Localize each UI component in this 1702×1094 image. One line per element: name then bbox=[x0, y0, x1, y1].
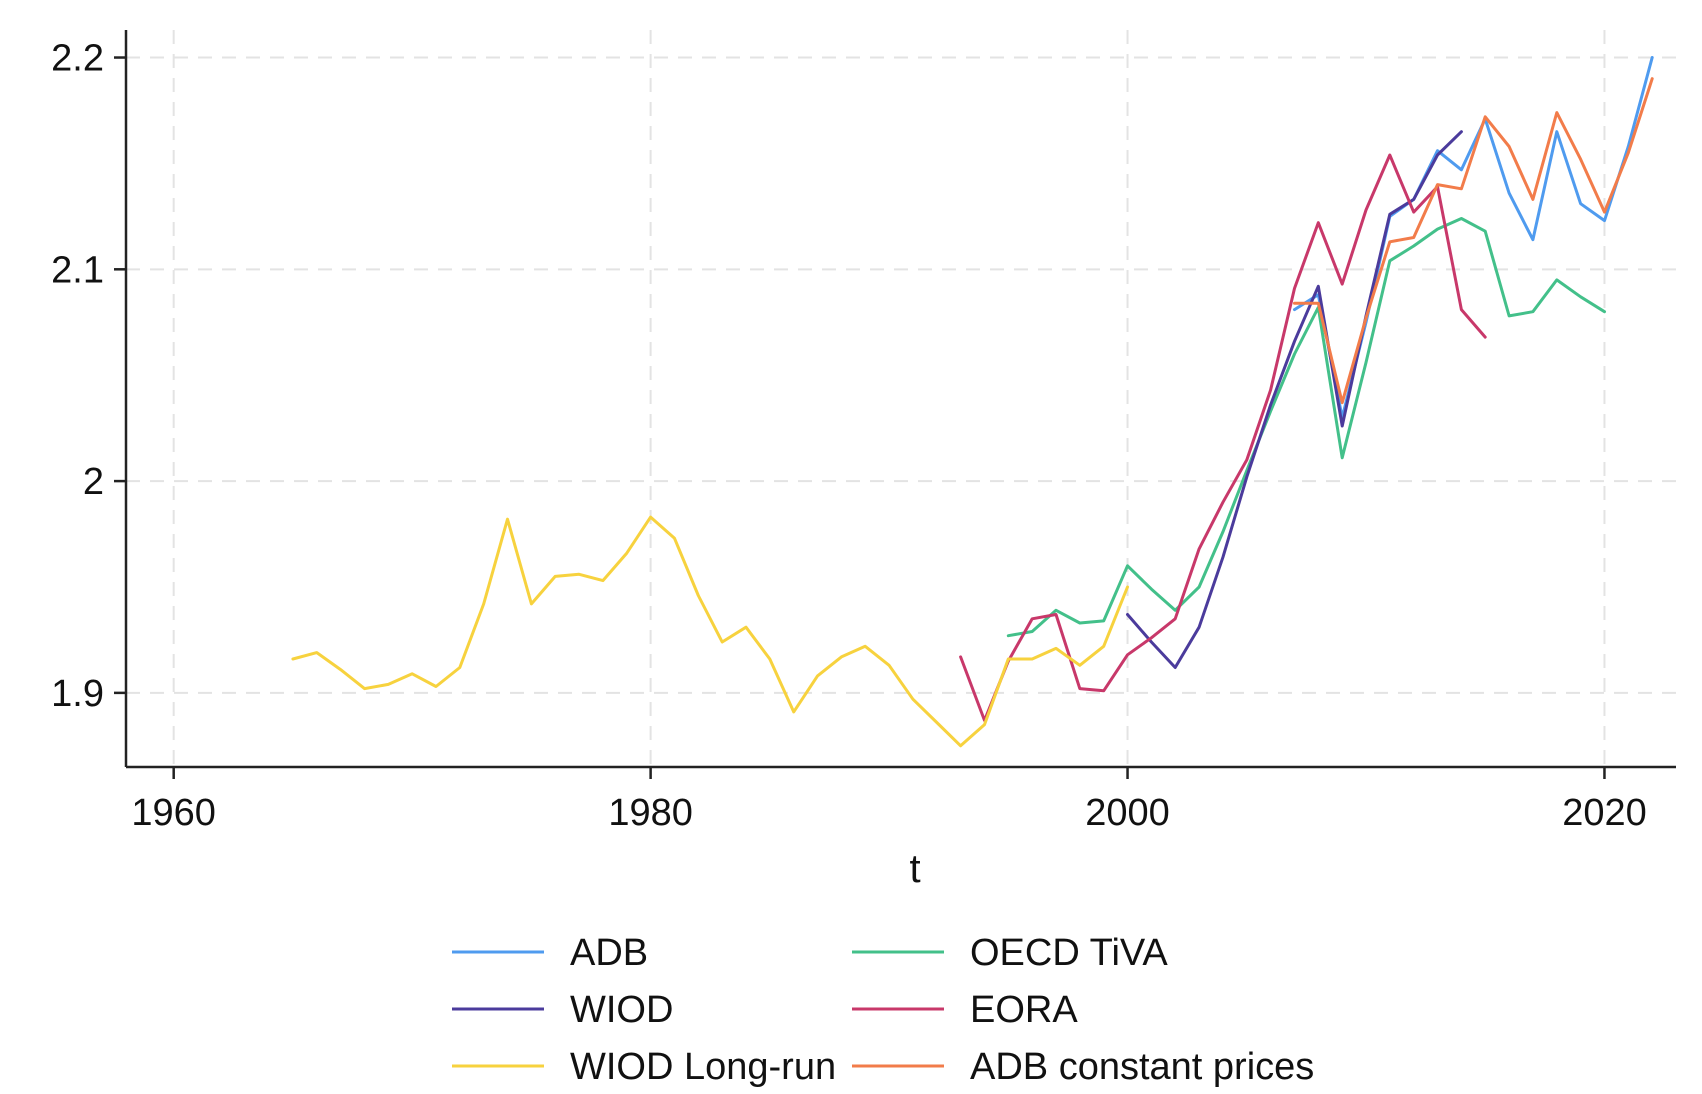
y-tick-label-0: 1.9 bbox=[51, 673, 104, 715]
legend-label-wiod-long-run: WIOD Long-run bbox=[570, 1046, 836, 1088]
x-tick-label-3: 2020 bbox=[1562, 792, 1647, 834]
series-line-adb-constant-prices bbox=[1293, 77, 1654, 405]
labels-layer: 1.9 2 2.1 2.2 1960 1980 2000 2020 t bbox=[51, 38, 1647, 891]
legend-item-adb-constant-prices: ADB constant prices bbox=[852, 1046, 1314, 1088]
y-tick-label-1: 2 bbox=[83, 461, 104, 503]
x-tick-label-1: 1980 bbox=[608, 792, 693, 834]
legend-label-eora: EORA bbox=[970, 989, 1078, 1031]
series-line-wiod bbox=[1126, 130, 1463, 669]
legend-item-oecd-tiva: OECD TiVA bbox=[852, 932, 1168, 974]
grid-layer bbox=[126, 30, 1676, 767]
legend-item-eora: EORA bbox=[852, 989, 1078, 1031]
legend-label-adb-constant-prices: ADB constant prices bbox=[970, 1046, 1314, 1088]
legend-label-oecd-tiva: OECD TiVA bbox=[970, 932, 1168, 974]
legend-item-wiod-long-run: WIOD Long-run bbox=[452, 1046, 836, 1088]
legend-label-adb: ADB bbox=[570, 932, 648, 974]
series-line-wiod-long-run bbox=[291, 515, 1129, 748]
x-axis-title: t bbox=[909, 847, 920, 891]
legend-label-wiod: WIOD bbox=[570, 989, 673, 1031]
legend-item-wiod: WIOD bbox=[452, 989, 673, 1031]
series-line-oecd-tiva bbox=[1006, 217, 1606, 638]
series-line-adb bbox=[1293, 56, 1654, 420]
legend: ADB OECD TiVA WIOD EORA WIOD Long-run ADB con… bbox=[452, 932, 1314, 1088]
x-tick-label-0: 1960 bbox=[131, 792, 216, 834]
axes-layer bbox=[114, 30, 1676, 779]
legend-item-adb: ADB bbox=[452, 932, 648, 974]
x-tick-label-2: 2000 bbox=[1085, 792, 1170, 834]
series-layer bbox=[291, 56, 1654, 748]
y-tick-label-2: 2.1 bbox=[51, 249, 104, 291]
series-line-eora bbox=[959, 153, 1487, 722]
y-tick-label-3: 2.2 bbox=[51, 38, 104, 80]
